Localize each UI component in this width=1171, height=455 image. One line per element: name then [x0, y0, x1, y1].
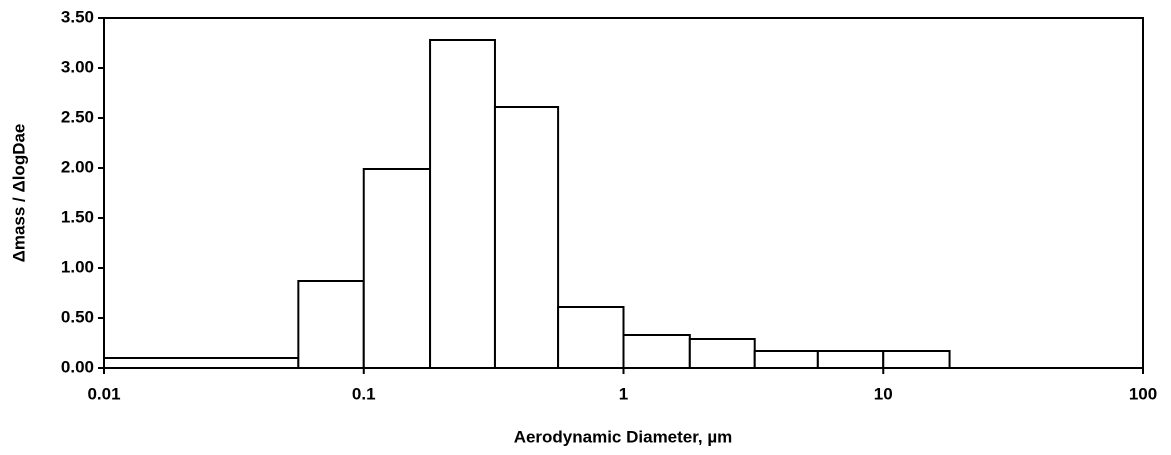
x-tick-label: 1 — [619, 384, 628, 403]
bar — [753, 350, 819, 369]
x-axis-title: Aerodynamic Diameter, µm — [514, 427, 733, 446]
y-tick-label: 0.50 — [61, 307, 94, 326]
y-tick-label: 1.00 — [61, 257, 94, 276]
bar — [103, 357, 300, 369]
x-tick-label: 0.1 — [352, 384, 376, 403]
bar — [882, 350, 951, 369]
bar — [429, 39, 496, 369]
x-tick-label: 0.01 — [87, 384, 120, 403]
bar — [816, 350, 885, 369]
bar — [493, 106, 560, 369]
y-tick-label: 0.00 — [61, 357, 94, 376]
bar — [688, 338, 756, 369]
y-tick-label: 3.00 — [61, 57, 94, 76]
y-tick-label: 3.50 — [61, 7, 94, 26]
x-tick-label: 10 — [874, 384, 893, 403]
x-tick-label: 100 — [1129, 384, 1157, 403]
bar — [362, 168, 432, 369]
bar — [622, 334, 691, 369]
y-tick-label: 1.50 — [61, 207, 94, 226]
y-tick-label: 2.50 — [61, 107, 94, 126]
y-axis-title: Δmass / ΔlogDae — [9, 124, 28, 263]
bar — [557, 306, 625, 369]
y-tick-label: 2.00 — [61, 157, 94, 176]
bar — [297, 280, 365, 369]
